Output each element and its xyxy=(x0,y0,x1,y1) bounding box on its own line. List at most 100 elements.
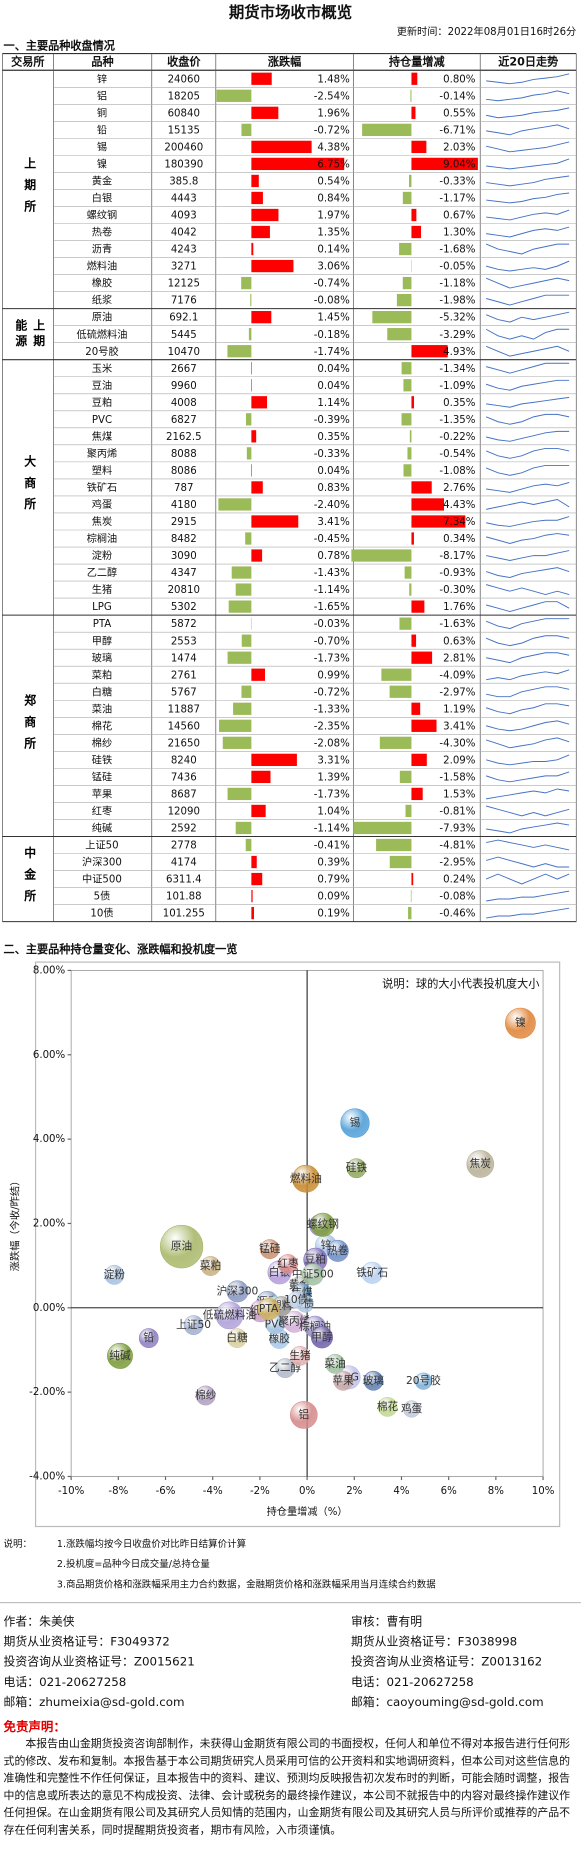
product-name: 橡胶 xyxy=(92,277,112,290)
oi-label: 0.63% xyxy=(443,636,476,647)
change-bar xyxy=(251,889,253,903)
trend-sparkline xyxy=(485,345,570,357)
change-bar xyxy=(251,770,271,784)
oi-bar xyxy=(409,430,412,443)
bubble xyxy=(505,1007,536,1039)
close-price: 101.88 xyxy=(166,892,202,903)
change-bar xyxy=(251,668,265,681)
change-bar xyxy=(235,821,252,835)
bubble xyxy=(275,1358,295,1378)
product-name: 纸浆 xyxy=(92,294,112,307)
trend-sparkline xyxy=(485,413,570,425)
oi-bar xyxy=(387,328,412,341)
change-label: 0.09% xyxy=(317,892,350,903)
y-tick-label: -4.00% xyxy=(29,1471,65,1482)
change-bar xyxy=(233,702,252,715)
close-price: 21650 xyxy=(168,738,200,749)
oi-bar xyxy=(402,276,412,290)
bubble-label: 上证50 xyxy=(176,1318,211,1331)
change-label: 4.38% xyxy=(317,142,350,153)
chart-note: 说明：球的大小代表投机度大小 xyxy=(382,977,539,991)
oi-bar xyxy=(411,72,418,85)
section-title: 二、主要品种持仓量变化、涨跌幅和投机度一览 xyxy=(4,942,238,956)
oi-label: 0.35% xyxy=(443,398,476,409)
bubble-label: 锌 xyxy=(321,1238,332,1251)
exchange-cell: 郑商所 xyxy=(21,694,34,758)
oi-bar xyxy=(389,685,412,698)
oi-label: 1.19% xyxy=(443,704,476,715)
change-label: 6.75% xyxy=(317,159,350,170)
oi-bar xyxy=(411,719,437,732)
change-bar xyxy=(251,311,272,324)
bubble-label: 乙二醇 xyxy=(269,1361,301,1374)
close-price: 200460 xyxy=(164,142,203,153)
change-bar xyxy=(245,532,252,545)
trend-sparkline xyxy=(486,482,570,493)
close-price: 11887 xyxy=(168,704,200,715)
change-label: 1.14% xyxy=(317,398,350,409)
change-label: 3.31% xyxy=(317,755,350,766)
trend-sparkline xyxy=(485,464,570,476)
change-label: -0.45% xyxy=(314,534,350,545)
oi-label: 0.67% xyxy=(443,211,476,222)
oi-bar xyxy=(411,753,427,766)
note-item: 2.投机度=品种今日成交量/总持仓量 xyxy=(57,1558,210,1570)
change-label: -0.08% xyxy=(314,296,350,307)
oi-label: -0.14% xyxy=(439,91,475,102)
trend-sparkline xyxy=(486,890,570,902)
oi-bar xyxy=(411,634,417,647)
change-label: -1.14% xyxy=(314,585,350,596)
close-price: 18205 xyxy=(168,91,200,102)
bubble-label: 硅铁 xyxy=(346,1161,368,1174)
change-bar xyxy=(251,515,299,528)
bubble-label: 热卷 xyxy=(327,1244,349,1257)
change-label: -2.08% xyxy=(314,738,350,749)
close-price: 385.8 xyxy=(169,177,198,188)
bubble-label: 鸡蛋 xyxy=(401,1402,423,1415)
trend-sparkline xyxy=(485,243,570,255)
change-label: -2.54% xyxy=(314,91,350,102)
trend-sparkline xyxy=(485,703,570,715)
exchange-cell: 中金所 xyxy=(21,847,34,911)
product-name: 5债 xyxy=(94,890,111,903)
trend-sparkline xyxy=(486,686,570,698)
change-label: 3.41% xyxy=(317,517,350,528)
bubble xyxy=(159,1224,204,1269)
bubble-label: 苹果 xyxy=(333,1374,355,1387)
trend-sparkline xyxy=(486,209,570,221)
bubble-label: 豆粕 xyxy=(305,1253,326,1266)
close-price: 12125 xyxy=(168,279,200,290)
close-price: 6311.4 xyxy=(166,875,202,886)
bubble-label: 白糖 xyxy=(226,1331,248,1344)
close-price: 4093 xyxy=(171,211,197,222)
close-price: 4174 xyxy=(171,858,197,869)
change-label: -0.41% xyxy=(314,841,350,852)
change-bar xyxy=(227,651,252,664)
y-tick-label: 8.00% xyxy=(33,965,66,976)
product-name: 铜 xyxy=(97,107,107,119)
oi-bar xyxy=(407,447,412,460)
change-bar xyxy=(251,872,263,886)
column-header: 品种 xyxy=(91,54,113,68)
oi-bar xyxy=(353,821,412,835)
change-label: 0.99% xyxy=(317,670,350,681)
bubble xyxy=(340,1108,370,1138)
trend-sparkline xyxy=(486,516,570,527)
close-price: 1474 xyxy=(171,653,197,664)
change-label: 0.04% xyxy=(317,466,350,477)
oi-bar xyxy=(408,906,412,920)
x-tick-label: 6% xyxy=(441,1486,457,1497)
change-label: 1.39% xyxy=(317,772,350,783)
bubble-label: 10债 xyxy=(284,1293,309,1306)
change-label: 1.97% xyxy=(317,211,350,222)
author-line: 期货从业资格证号：F3049372 xyxy=(4,1634,170,1648)
oi-label: -1.98% xyxy=(439,296,475,307)
product-name: 玉米 xyxy=(92,362,112,375)
close-price: 12090 xyxy=(168,807,200,818)
change-label: -0.72% xyxy=(314,125,350,136)
x-tick-label: 8% xyxy=(488,1486,504,1497)
product-name: 菜粕 xyxy=(92,668,112,681)
bubble-label: PVC xyxy=(265,1317,286,1330)
trend-sparkline xyxy=(486,669,570,681)
oi-label: 2.09% xyxy=(443,755,476,766)
